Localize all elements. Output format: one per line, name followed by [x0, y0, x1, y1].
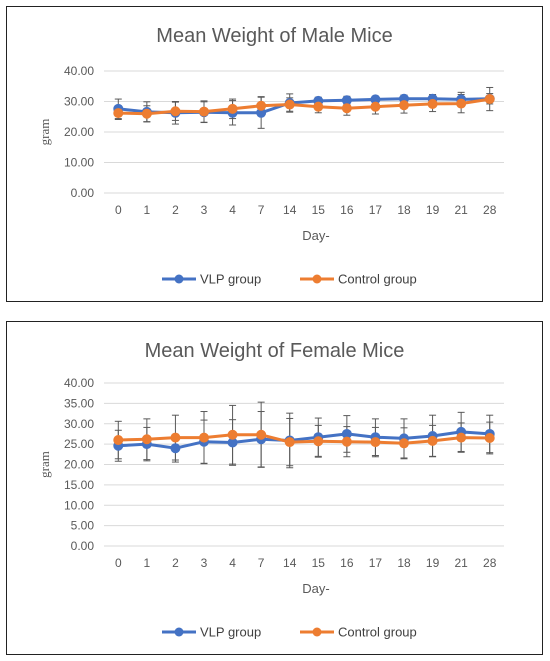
- legend-marker: [312, 627, 322, 637]
- data-point-vlp: [170, 443, 181, 454]
- y-tick-label: 35.00: [64, 396, 94, 410]
- data-point-control: [199, 432, 209, 443]
- legend-label: Control group: [338, 272, 417, 287]
- x-tick-label: 19: [426, 556, 440, 570]
- data-point-control: [141, 108, 152, 119]
- y-tick-label: 30.00: [64, 95, 94, 109]
- x-tick-label: 7: [258, 556, 265, 570]
- data-point-control: [370, 437, 381, 448]
- x-tick-label: 17: [369, 203, 383, 217]
- x-tick-label: 1: [144, 203, 151, 217]
- x-tick-label: 17: [369, 556, 383, 570]
- data-point-control: [456, 432, 467, 443]
- x-tick-label: 21: [454, 556, 468, 570]
- x-tick-label: 7: [258, 203, 265, 217]
- y-tick-label: 20.00: [64, 125, 94, 139]
- legend-marker: [174, 627, 184, 637]
- x-tick-label: 21: [454, 203, 468, 217]
- legend-label: Control group: [338, 625, 417, 640]
- x-tick-label: 18: [397, 556, 411, 570]
- y-tick-label: 10.00: [64, 498, 94, 512]
- male-chart-panel: Mean Weight of Male Mice 0.00 10.00 20.00 3…: [6, 6, 543, 302]
- x-tick-label: 2: [172, 556, 179, 570]
- x-tick-label: 15: [312, 203, 326, 217]
- x-tick-label: 0: [115, 203, 122, 217]
- x-tick-label: 4: [229, 556, 236, 570]
- data-point-control: [427, 98, 438, 109]
- y-tick-label: 10.00: [64, 156, 94, 170]
- y-tick-label: 25.00: [64, 437, 94, 451]
- data-point-control: [399, 100, 409, 111]
- data-point-control: [484, 94, 495, 105]
- data-point-control: [113, 435, 124, 446]
- x-tick-label: 0: [115, 556, 122, 570]
- data-point-control: [141, 434, 152, 445]
- data-point-control: [484, 433, 495, 444]
- y-tick-label: 30.00: [64, 417, 94, 431]
- x-tick-label: 14: [283, 203, 297, 217]
- x-tick-label: 18: [397, 203, 411, 217]
- data-point-control: [227, 103, 238, 114]
- data-point-control: [341, 103, 352, 114]
- data-point-control: [313, 436, 324, 447]
- x-axis-label: Day-: [302, 581, 329, 596]
- data-point-control: [456, 98, 467, 109]
- data-point-control: [284, 437, 295, 448]
- x-tick-label: 28: [483, 203, 497, 217]
- y-tick-label: 40.00: [64, 64, 94, 78]
- x-tick-label: 2: [172, 203, 179, 217]
- data-point-control: [399, 438, 409, 449]
- data-point-control: [256, 429, 267, 440]
- x-tick-label: 4: [229, 203, 236, 217]
- data-point-control: [199, 106, 209, 117]
- chart-title: Mean Weight of Female Mice: [144, 340, 405, 362]
- y-tick-label: 40.00: [64, 376, 94, 390]
- x-tick-label: 3: [201, 556, 208, 570]
- data-point-control: [427, 435, 438, 446]
- x-axis-label: Day-: [302, 228, 329, 243]
- legend-marker: [312, 274, 322, 284]
- male-chart-svg: 0.00 10.00 20.00 30.00 40.00 0 1 2 3 4 7 14 15 16 17 18…: [37, 64, 504, 287]
- data-point-control: [284, 99, 295, 110]
- data-point-control: [341, 436, 352, 447]
- x-tick-label: 1: [144, 556, 151, 570]
- x-tick-label: 15: [312, 556, 326, 570]
- data-point-control: [113, 108, 124, 119]
- data-point-control: [227, 429, 238, 440]
- female-chart-svg: 0.005.0010.0015.0020.0025.0030.0035.0040…: [37, 376, 504, 640]
- y-tick-label: 5.00: [71, 519, 95, 533]
- data-point-control: [370, 101, 381, 112]
- y-tick-label: 15.00: [64, 478, 94, 492]
- x-tick-label: 14: [283, 556, 297, 570]
- x-tick-label: 16: [340, 203, 354, 217]
- data-point-control: [256, 100, 267, 111]
- legend-label: VLP group: [200, 625, 261, 640]
- legend-label: VLP group: [200, 272, 261, 287]
- x-tick-label: 19: [426, 203, 440, 217]
- data-point-control: [170, 432, 181, 443]
- x-tick-label: 3: [201, 203, 208, 217]
- chart-title: Mean Weight of Male Mice: [156, 25, 393, 47]
- y-tick-label: 0.00: [71, 539, 95, 553]
- y-axis-label: gram: [37, 119, 52, 146]
- y-tick-label: 20.00: [64, 458, 94, 472]
- y-axis-label: gram: [37, 451, 52, 478]
- x-tick-label: 28: [483, 556, 497, 570]
- legend-marker: [174, 274, 184, 284]
- data-point-control: [170, 106, 181, 117]
- x-tick-label: 16: [340, 556, 354, 570]
- data-point-control: [313, 101, 324, 112]
- female-chart-panel: Mean Weight of Female Mice 0.00 5.00 10.00…: [6, 321, 543, 655]
- y-tick-label: 0.00: [71, 186, 95, 200]
